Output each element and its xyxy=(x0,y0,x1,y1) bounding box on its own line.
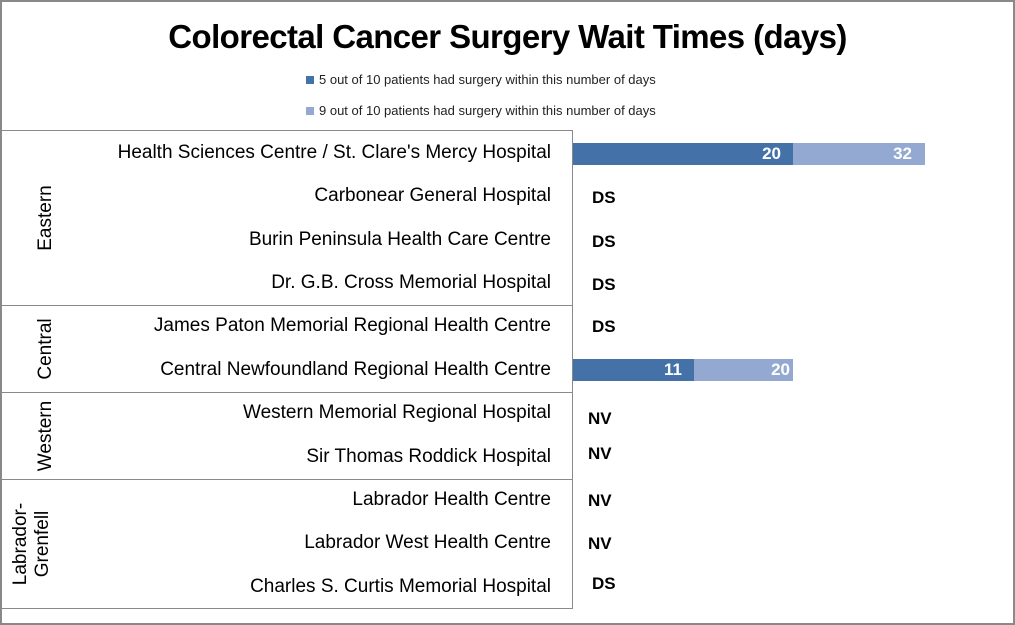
legend-label: 5 out of 10 patients had surgery within … xyxy=(319,72,656,87)
group-label-eastern: Eastern xyxy=(35,185,56,251)
chart-title: Colorectal Cancer Surgery Wait Times (da… xyxy=(168,18,847,55)
flag-nv: NV xyxy=(588,491,612,510)
flag-ds: DS xyxy=(592,574,616,593)
flag-ds: DS xyxy=(592,188,616,207)
group-divider xyxy=(2,392,573,393)
legend-swatch-light-icon xyxy=(306,106,314,115)
row-label: Labrador West Health Centre xyxy=(304,532,551,553)
row-label: James Paton Memorial Regional Health Cen… xyxy=(153,315,551,336)
flag-ds: DS xyxy=(592,275,616,294)
bar-value: 11 xyxy=(664,360,682,379)
row-label: Health Sciences Centre / St. Clare's Mer… xyxy=(117,142,551,163)
bar-value: 32 xyxy=(893,144,912,163)
flag-nv: NV xyxy=(588,409,612,428)
legend-item-p90: 9 out of 10 patients had surgery within … xyxy=(306,103,656,118)
flag-nv: NV xyxy=(588,444,612,463)
axis-divider xyxy=(2,130,573,131)
row-label: Charles S. Curtis Memorial Hospital xyxy=(250,576,551,597)
flag-ds: DS xyxy=(592,317,616,336)
legend-label: 9 out of 10 patients had surgery within … xyxy=(319,103,656,118)
row-label: Carbonear General Hospital xyxy=(314,185,551,206)
bar-p50: 20 xyxy=(573,143,793,165)
row-label: Sir Thomas Roddick Hospital xyxy=(306,446,551,467)
row-label: Western Memorial Regional Hospital xyxy=(243,402,551,423)
row-label: Central Newfoundland Regional Health Cen… xyxy=(160,359,551,380)
group-divider xyxy=(2,479,573,480)
row-label: Burin Peninsula Health Care Centre xyxy=(248,229,551,250)
row-label: Dr. G.B. Cross Memorial Hospital xyxy=(271,272,551,293)
axis-divider xyxy=(2,608,573,609)
bar-p50: 11 xyxy=(573,359,694,381)
row-label: Labrador Health Centre xyxy=(352,489,551,510)
flag-ds: DS xyxy=(592,232,616,251)
group-divider xyxy=(2,305,573,306)
legend-item-p50: 5 out of 10 patients had surgery within … xyxy=(306,72,656,87)
group-label-labrador-grenfell: Labrador- Grenfell xyxy=(10,502,53,586)
bar-value: 20 xyxy=(771,360,790,379)
bar-value: 20 xyxy=(762,144,781,163)
category-axis-line xyxy=(572,130,573,609)
flag-nv: NV xyxy=(588,534,612,553)
group-label-western: Western xyxy=(35,400,56,472)
legend-swatch-dark-icon xyxy=(306,75,314,84)
